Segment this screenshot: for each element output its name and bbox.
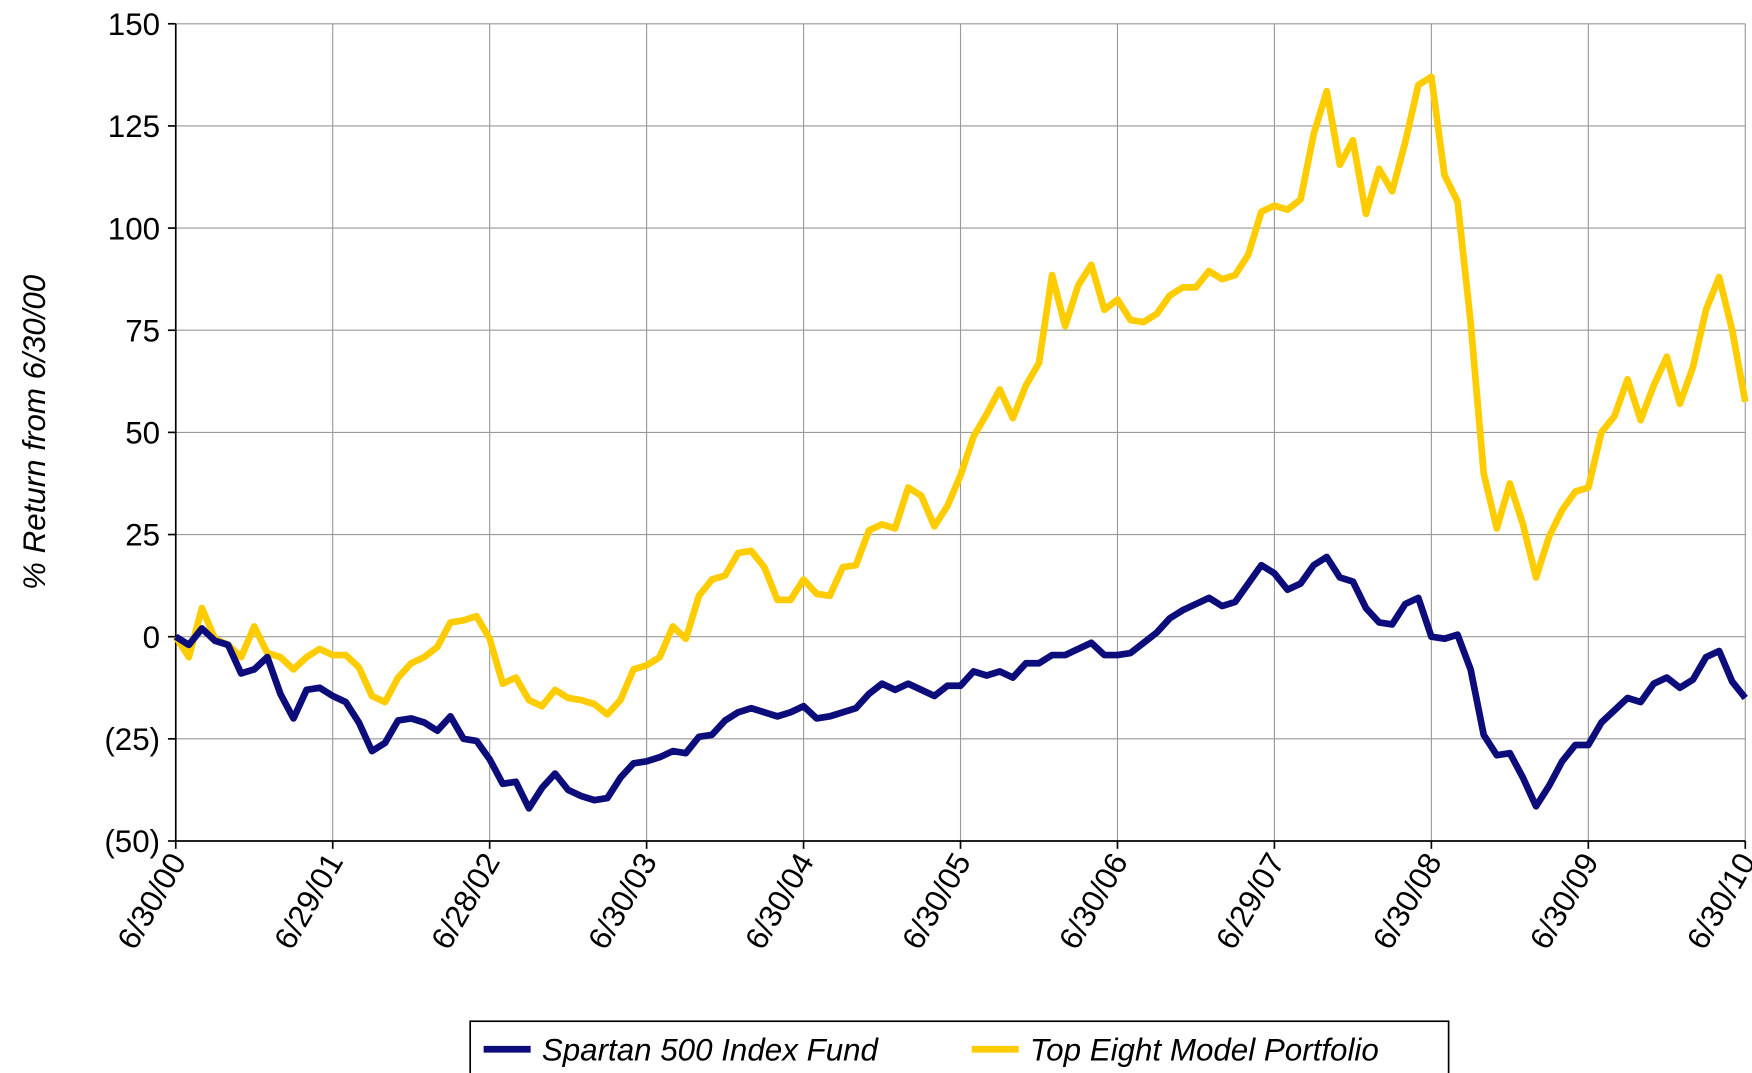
y-tick-label: (25) bbox=[104, 722, 160, 757]
y-tick-label: (50) bbox=[104, 824, 160, 859]
x-tick-label: 6/30/10 bbox=[1680, 847, 1752, 955]
legend-label: Top Eight Model Portfolio bbox=[1030, 1032, 1379, 1067]
x-tick-label: 6/30/03 bbox=[581, 847, 664, 955]
x-tick-label: 6/30/04 bbox=[738, 847, 821, 955]
y-tick-label: 75 bbox=[125, 313, 160, 348]
series-line bbox=[173, 553, 1748, 812]
x-tick-label: 6/30/05 bbox=[895, 847, 978, 955]
x-tick-label: 6/30/06 bbox=[1052, 847, 1135, 955]
y-tick-label: 50 bbox=[125, 416, 160, 451]
y-tick-label: 150 bbox=[108, 7, 160, 42]
x-tick-label: 6/30/08 bbox=[1366, 847, 1449, 955]
y-tick-label: 125 bbox=[108, 109, 160, 144]
series-line bbox=[172, 73, 1749, 718]
y-tick-label: 25 bbox=[125, 518, 160, 553]
legend bbox=[469, 1020, 1450, 1073]
x-tick-label: 6/29/01 bbox=[267, 847, 350, 955]
y-tick-label: 100 bbox=[108, 211, 160, 246]
x-tick-label: 6/30/00 bbox=[110, 847, 193, 955]
legend-label: Spartan 500 Index Fund bbox=[542, 1032, 880, 1067]
y-axis-title: % Return from 6/30/00 bbox=[17, 274, 52, 590]
y-tick-label: 0 bbox=[143, 620, 160, 655]
x-tick-label: 6/29/07 bbox=[1209, 847, 1292, 955]
x-tick-label: 6/28/02 bbox=[424, 847, 507, 955]
x-tick-label: 6/30/09 bbox=[1523, 847, 1606, 955]
